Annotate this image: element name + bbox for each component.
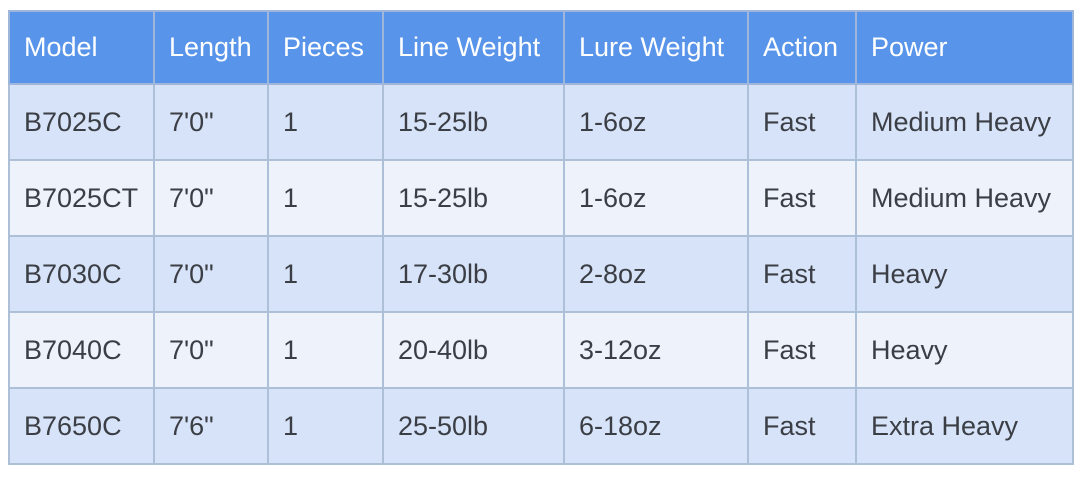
cell-lure-weight: 3-12oz	[563, 311, 749, 389]
cell-power: Extra Heavy	[855, 387, 1074, 465]
cell-action: Fast	[747, 311, 857, 389]
column-header: Length	[153, 10, 269, 85]
table-row: B7030C 7'0" 1 17-30lb 2-8oz Fast Heavy	[8, 235, 1074, 313]
column-header: Lure Weight	[563, 10, 749, 85]
cell-action: Fast	[747, 83, 857, 161]
column-header: Action	[747, 10, 857, 85]
column-header: Pieces	[267, 10, 384, 85]
cell-model: B7030C	[8, 235, 155, 313]
cell-line-weight: 15-25lb	[382, 83, 565, 161]
cell-line-weight: 25-50lb	[382, 387, 565, 465]
column-header: Line Weight	[382, 10, 565, 85]
table-row: B7040C 7'0" 1 20-40lb 3-12oz Fast Heavy	[8, 311, 1074, 389]
cell-model: B7025C	[8, 83, 155, 161]
cell-length: 7'0"	[153, 159, 269, 237]
column-header: Power	[855, 10, 1074, 85]
cell-pieces: 1	[267, 83, 384, 161]
cell-model: B7650C	[8, 387, 155, 465]
cell-lure-weight: 1-6oz	[563, 83, 749, 161]
cell-power: Heavy	[855, 235, 1074, 313]
cell-line-weight: 17-30lb	[382, 235, 565, 313]
cell-line-weight: 15-25lb	[382, 159, 565, 237]
table-header-row: Model Length Pieces Line Weight Lure Weight A…	[8, 10, 1074, 85]
table-row: B7025C 7'0" 1 15-25lb 1-6oz Fast Medium …	[8, 83, 1074, 161]
spec-table: Model Length Pieces Line Weight Lure Weight A…	[8, 10, 1074, 465]
cell-length: 7'0"	[153, 83, 269, 161]
cell-action: Fast	[747, 387, 857, 465]
cell-length: 7'6"	[153, 387, 269, 465]
cell-line-weight: 20-40lb	[382, 311, 565, 389]
cell-pieces: 1	[267, 387, 384, 465]
cell-model: B7025CT	[8, 159, 155, 237]
cell-length: 7'0"	[153, 311, 269, 389]
cell-lure-weight: 1-6oz	[563, 159, 749, 237]
cell-pieces: 1	[267, 159, 384, 237]
cell-model: B7040C	[8, 311, 155, 389]
cell-pieces: 1	[267, 235, 384, 313]
cell-length: 7'0"	[153, 235, 269, 313]
table-row: B7025CT 7'0" 1 15-25lb 1-6oz Fast Medium…	[8, 159, 1074, 237]
cell-power: Heavy	[855, 311, 1074, 389]
cell-pieces: 1	[267, 311, 384, 389]
table-row: B7650C 7'6" 1 25-50lb 6-18oz Fast Extra …	[8, 387, 1074, 465]
column-header: Model	[8, 10, 155, 85]
cell-lure-weight: 2-8oz	[563, 235, 749, 313]
cell-action: Fast	[747, 235, 857, 313]
cell-action: Fast	[747, 159, 857, 237]
table-header: Model Length Pieces Line Weight Lure Weight A…	[8, 10, 1074, 85]
spec-table-container: Model Length Pieces Line Weight Lure Weight A…	[8, 10, 1074, 465]
cell-power: Medium Heavy	[855, 159, 1074, 237]
table-body: B7025C 7'0" 1 15-25lb 1-6oz Fast Medium …	[8, 83, 1074, 465]
cell-lure-weight: 6-18oz	[563, 387, 749, 465]
cell-power: Medium Heavy	[855, 83, 1074, 161]
